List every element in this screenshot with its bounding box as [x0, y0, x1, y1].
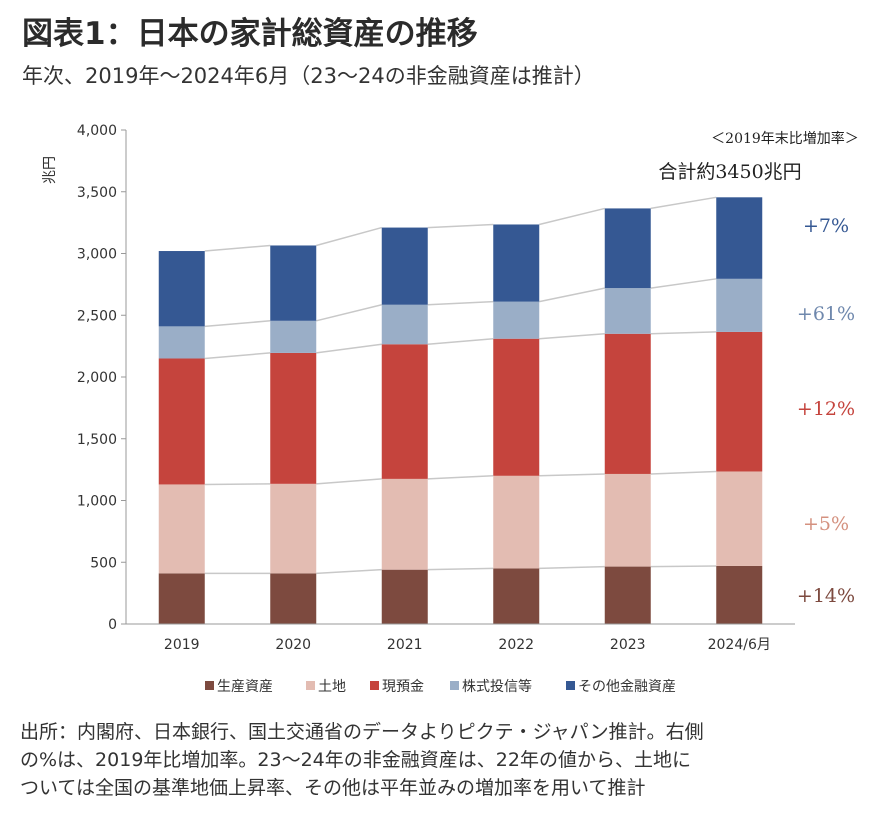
growth-label: +5% [803, 513, 849, 535]
bar-segment [158, 573, 205, 624]
legend-swatch [566, 681, 575, 690]
legend-label: 現預金 [382, 679, 424, 695]
footnote-line-3: ついては全国の基準地価上昇率、その他は平年並みの増加率を用いて推計 [20, 777, 646, 799]
bar-series [158, 197, 763, 624]
connector-line [650, 278, 717, 289]
bar-segment [604, 566, 651, 624]
bar-segment [604, 288, 651, 334]
legend-label: 土地 [318, 679, 346, 695]
footnote-line-1: 出所：内閣府、日本銀行、国土交通省のデータよりピクテ・ジャパン推計。右側 [20, 721, 704, 743]
connector-line [650, 331, 717, 335]
growth-label: +12% [797, 398, 855, 420]
connector-line [204, 483, 271, 486]
stacked-bar-chart: 0 500 1,000 1,500 2,000 2,500 3,000 3,500 4,000 2… [42, 123, 859, 695]
connector-line [650, 196, 717, 210]
bar-segment [270, 573, 317, 624]
connector-line [427, 300, 494, 306]
connector-line [539, 207, 605, 226]
bar-segment [493, 568, 540, 624]
growth-label: +61% [797, 303, 855, 325]
connector-line [316, 343, 382, 354]
legend-label: 生産資産 [217, 679, 273, 695]
bar-segment [381, 304, 428, 345]
bar-segment [604, 333, 651, 474]
x-tick-label: 2023 [610, 637, 646, 653]
bar-segment [270, 352, 317, 484]
bar-segment [716, 565, 763, 624]
y-tick-label: 500 [90, 555, 117, 571]
growth-labels: +7% +61% +12% +5% +14% [797, 215, 855, 607]
bar-segment [158, 326, 205, 359]
x-tick-label: 2024/6月 [708, 637, 771, 653]
bar-segment [381, 344, 428, 479]
growth-header-annotation: ＜2019年末比増加率＞ [711, 130, 859, 147]
chart-legend: 生産資産 土地 現預金 株式投信等 その他金融資産 [205, 678, 676, 695]
connector-line [539, 565, 605, 570]
bar-segment [716, 197, 763, 279]
legend-swatch [306, 681, 315, 690]
page-title: 図表1：日本の家計総資産の推移 [22, 16, 478, 52]
bar-segment [604, 473, 651, 567]
growth-label: +7% [803, 215, 849, 237]
bar-segment [158, 484, 205, 574]
connector-line [427, 337, 494, 346]
x-tick-label: 2022 [498, 637, 534, 653]
y-tick-label: 2,000 [77, 370, 117, 386]
bar-segment [493, 338, 540, 476]
connector-line [427, 475, 494, 480]
growth-label: +14% [797, 585, 855, 607]
y-tick-label: 1,000 [77, 494, 117, 510]
bar-segment [381, 227, 428, 305]
footnote-line-2: の%は、2019年比増加率。23～24年の非金融資産は、22年の値から、土地に [20, 749, 691, 771]
connector-line [539, 333, 605, 340]
bar-segment [604, 208, 651, 289]
connector-line [539, 287, 605, 303]
connector-line [427, 223, 494, 229]
x-tick-label: 2019 [164, 637, 200, 653]
y-axis-label: 兆円 [42, 156, 58, 184]
source-footnote: 出所：内閣府、日本銀行、国土交通省のデータよりピクテ・ジャパン推計。右側 の%は… [20, 718, 865, 802]
connector-line [427, 567, 494, 571]
y-tick-label: 4,000 [77, 123, 117, 139]
y-tick-label: 3,500 [77, 185, 117, 201]
bar-segment [270, 245, 317, 321]
connector-line [316, 478, 382, 485]
legend-swatch [370, 681, 379, 690]
connector-line [316, 568, 382, 575]
bar-segment [716, 471, 763, 566]
connector-line [316, 304, 382, 322]
connector-line [650, 565, 717, 568]
bar-segment [493, 475, 540, 569]
legend-label: その他金融資産 [578, 679, 676, 695]
connector-lines [204, 196, 717, 575]
bar-segment [716, 331, 763, 472]
bar-segment [493, 224, 540, 302]
legend-label: 株式投信等 [462, 678, 532, 695]
bar-segment [381, 569, 428, 624]
y-tick-label: 2,500 [77, 308, 117, 324]
bar-segment [158, 358, 205, 485]
total-annotation: 合計約3450兆円 [658, 161, 801, 183]
page-subtitle: 年次、2019年～2024年6月（23～24の非金融資産は推計） [22, 64, 595, 88]
y-tick-label: 0 [108, 617, 117, 633]
y-tick-label: 1,500 [77, 432, 117, 448]
bar-segment [270, 320, 317, 353]
connector-line [316, 226, 382, 247]
x-tick-label: 2021 [387, 637, 423, 653]
y-tick-label: 3,000 [77, 247, 117, 263]
connector-line [650, 470, 717, 475]
connector-line [539, 473, 605, 477]
connector-line [204, 244, 271, 252]
chart-axes: 0 500 1,000 1,500 2,000 2,500 3,000 3,500 4,000 2… [77, 123, 795, 653]
bar-segment [716, 278, 763, 332]
legend-swatch [205, 681, 214, 690]
bar-segment [158, 251, 205, 327]
connector-line [204, 352, 271, 360]
x-tick-label: 2020 [275, 637, 311, 653]
bar-segment [270, 483, 317, 574]
bar-segment [381, 478, 428, 570]
legend-swatch [450, 681, 459, 690]
connector-line [204, 320, 271, 328]
bar-segment [493, 301, 540, 339]
